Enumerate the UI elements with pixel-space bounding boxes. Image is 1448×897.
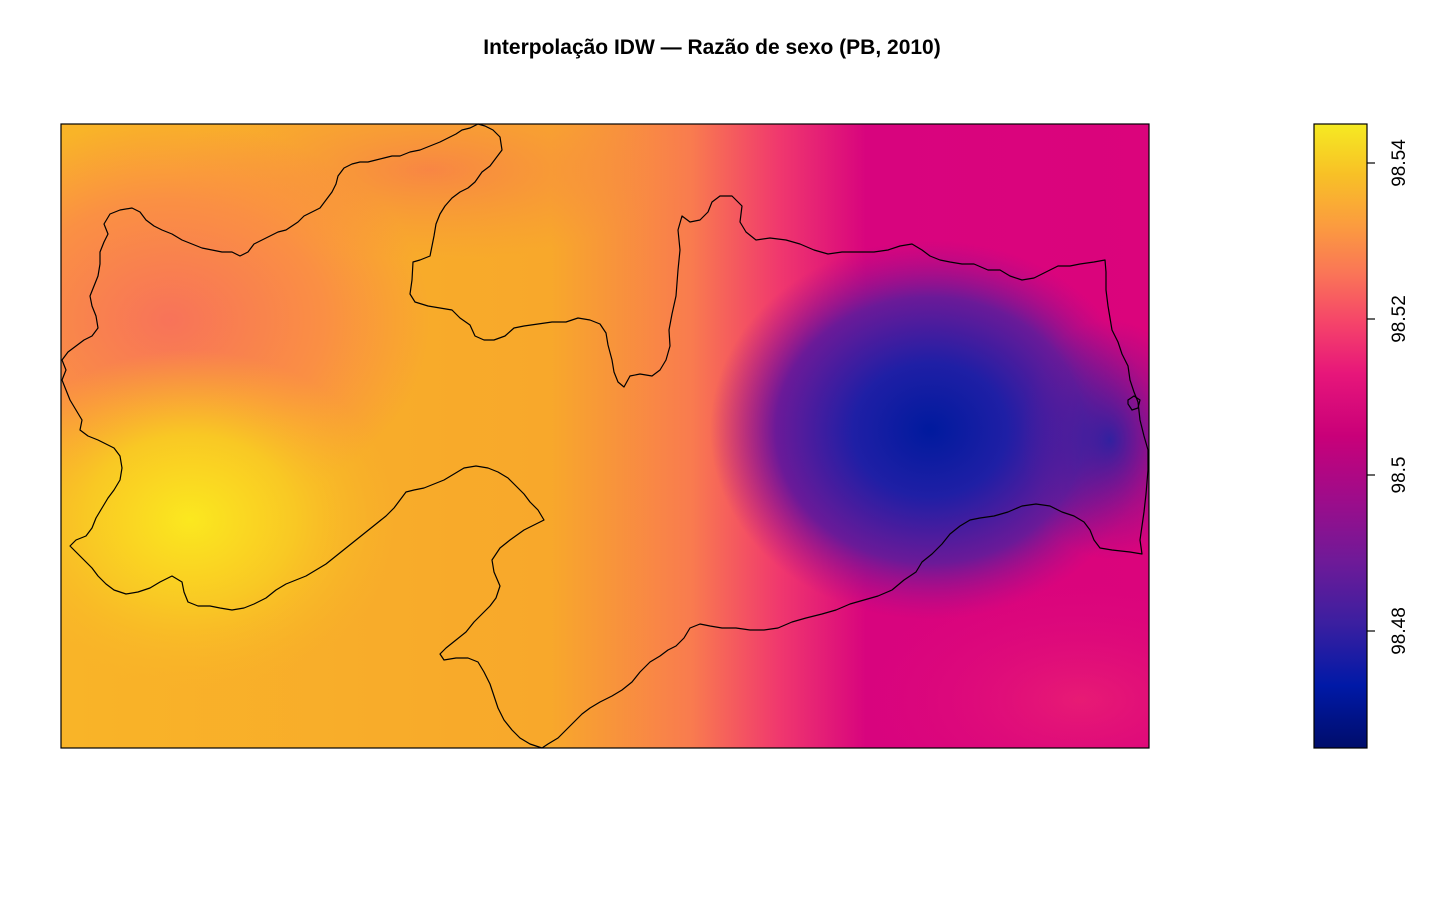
coast-inlet [1127, 395, 1141, 411]
map-title: Interpolação IDW — Razão de sexo (PB, 20… [483, 36, 941, 59]
legend-tick-label: 98.54 [1389, 139, 1410, 187]
map-frame [60, 123, 1150, 749]
legend-tick-label: 98.52 [1389, 295, 1410, 343]
idw-raster [61, 124, 1149, 748]
legend-tick-label: 98.48 [1389, 607, 1410, 655]
state-boundary [61, 123, 1149, 749]
legend-ticks: 98.48 98.5 98.52 98.54 [1367, 139, 1410, 655]
legend-tick-label: 98.5 [1389, 457, 1410, 494]
color-legend: 98.48 98.5 98.52 98.54 [1313, 123, 1410, 749]
legend-colorbar [1313, 123, 1368, 749]
